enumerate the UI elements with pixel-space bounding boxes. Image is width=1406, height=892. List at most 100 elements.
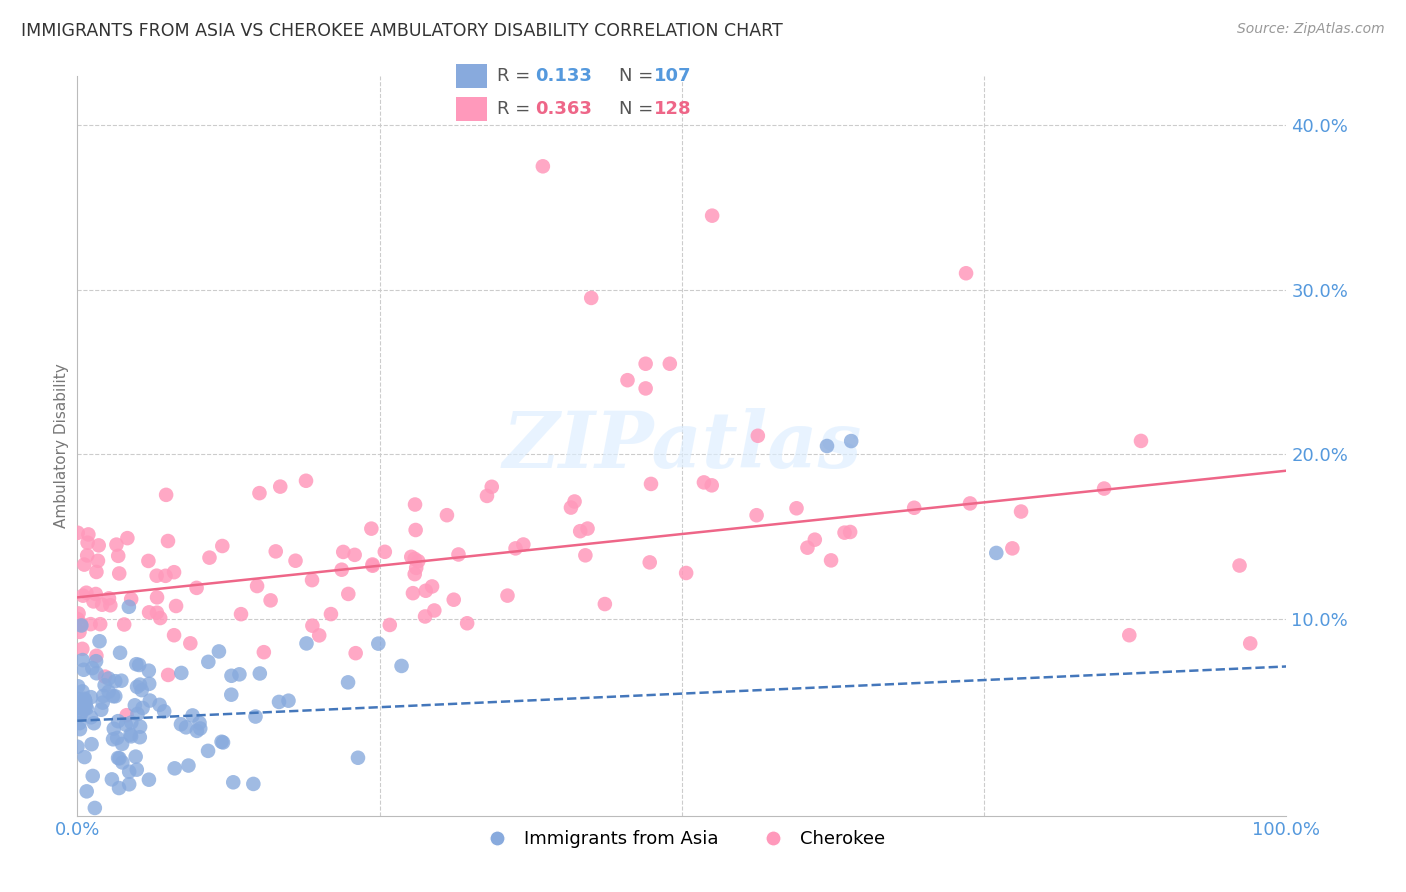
Point: [75, 698, 97, 713]
Point: [131, 683, 153, 698]
Point: [76, 535, 98, 549]
Point: [118, 764, 141, 779]
Text: 128: 128: [654, 100, 692, 119]
Point: [301, 618, 323, 632]
Point: [197, 744, 219, 758]
Point: [80, 737, 103, 751]
Point: [67, 607, 90, 621]
Point: [125, 680, 148, 694]
Point: [149, 611, 172, 625]
Text: Source: ZipAtlas.com: Source: ZipAtlas.com: [1237, 22, 1385, 37]
Point: [105, 538, 128, 552]
Point: [120, 715, 142, 730]
Point: [163, 565, 186, 579]
Text: ZIPatlas: ZIPatlas: [502, 408, 862, 484]
Point: [404, 498, 426, 512]
Point: [69, 708, 91, 723]
Point: [181, 708, 204, 723]
Point: [634, 381, 657, 395]
Point: [219, 688, 242, 702]
Point: [959, 496, 981, 510]
Point: [481, 480, 503, 494]
Point: [146, 591, 169, 605]
Point: [301, 573, 323, 587]
Point: [93, 678, 115, 692]
Point: [110, 673, 132, 688]
Point: [86, 648, 108, 663]
Point: [343, 548, 366, 562]
Point: [105, 731, 128, 745]
Point: [188, 715, 211, 730]
Point: [284, 554, 307, 568]
Point: [249, 666, 271, 681]
Point: [174, 720, 197, 734]
Point: [786, 501, 808, 516]
Point: [139, 693, 162, 707]
Point: [87, 554, 110, 568]
Point: [97, 672, 120, 686]
Point: [84, 587, 107, 601]
Point: [118, 777, 141, 791]
Point: [295, 474, 318, 488]
Bar: [456, 97, 486, 121]
Point: [153, 704, 176, 718]
Point: [120, 728, 142, 742]
Point: [1229, 558, 1251, 573]
Point: [242, 777, 264, 791]
Point: [423, 603, 446, 617]
Point: [118, 599, 141, 614]
Point: [246, 579, 269, 593]
Point: [108, 566, 131, 581]
Point: [129, 677, 152, 691]
Point: [581, 291, 603, 305]
Point: [505, 541, 527, 556]
Point: [131, 701, 153, 715]
Point: [564, 494, 586, 508]
Point: [69, 722, 91, 736]
Point: [259, 593, 281, 607]
Point: [1001, 541, 1024, 556]
Point: [574, 549, 596, 563]
Point: [89, 634, 111, 648]
Point: [330, 563, 353, 577]
Point: [1092, 482, 1115, 496]
Text: 107: 107: [654, 67, 692, 86]
Point: [146, 606, 169, 620]
Point: [401, 549, 423, 564]
Point: [67, 700, 90, 714]
Text: 0.363: 0.363: [534, 100, 592, 119]
Point: [337, 675, 360, 690]
Point: [101, 732, 124, 747]
Point: [361, 558, 384, 572]
Point: [170, 717, 193, 731]
Point: [319, 607, 342, 621]
Text: N =: N =: [619, 100, 659, 119]
Point: [212, 735, 235, 749]
Bar: [456, 64, 486, 88]
Point: [1010, 504, 1032, 518]
Point: [560, 500, 582, 515]
Point: [117, 531, 139, 545]
Point: [295, 636, 318, 650]
Point: [72, 653, 94, 667]
Point: [69, 624, 91, 639]
Y-axis label: Ambulatory Disability: Ambulatory Disability: [53, 364, 69, 528]
Point: [702, 209, 724, 223]
Text: 0.133: 0.133: [534, 67, 592, 86]
Point: [90, 703, 112, 717]
Point: [129, 720, 152, 734]
Point: [80, 690, 103, 705]
Point: [634, 357, 657, 371]
Point: [420, 579, 443, 593]
Point: [156, 534, 179, 549]
Point: [138, 677, 160, 691]
Point: [67, 679, 90, 693]
Point: [804, 533, 827, 547]
Point: [69, 716, 91, 731]
Point: [834, 525, 856, 540]
Point: [107, 714, 129, 728]
Point: [211, 735, 233, 749]
Point: [344, 646, 367, 660]
Point: [188, 722, 211, 736]
Point: [112, 617, 135, 632]
